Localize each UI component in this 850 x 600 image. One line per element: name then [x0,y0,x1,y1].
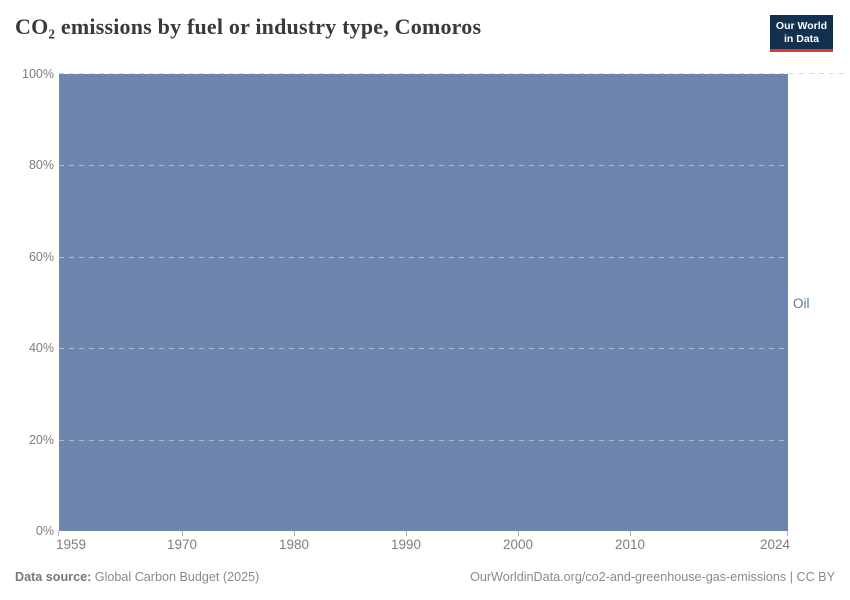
x-tick-2010: 2010 [614,537,646,552]
x-tickmark-2000 [518,531,519,536]
x-tickmark-1959 [58,531,59,536]
y-tick-20: 20% [28,433,54,447]
gridline-80pct [59,165,788,166]
x-tick-2000: 2000 [502,537,534,552]
gridline-60pct [59,257,788,258]
gridline-20pct [59,440,788,441]
data-source-label: Data source: [15,570,92,584]
x-tickmark-2024 [787,531,788,536]
series-label-oil: Oil [793,296,810,311]
y-tick-100: 100% [22,67,54,81]
x-tickmark-1980 [294,531,295,536]
chart-title: CO₂ emissions by fuel or industry type, … [15,14,482,39]
owid-logo-line2: in Data [783,32,819,45]
owid-logo[interactable]: Our World in Data [770,15,833,52]
y-tick-0: 0% [35,524,54,538]
gridline-40pct [59,348,788,349]
x-tick-1959: 1959 [55,537,87,552]
y-tick-40: 40% [28,341,54,355]
x-tick-1980: 1980 [278,537,310,552]
x-tickmark-1970 [182,531,183,536]
data-source-value: Global Carbon Budget (2025) [91,570,260,584]
gridline-100pct [59,73,845,74]
y-tick-60: 60% [28,250,54,264]
chart-footer: Data source: Global Carbon Budget (2025)… [15,569,835,585]
attribution-link[interactable]: OurWorldinData.org/co2-and-greenhouse-ga… [470,570,835,584]
x-tickmark-2010 [630,531,631,536]
data-source-note: Data source: Global Carbon Budget (2025) [15,569,259,585]
y-tick-80: 80% [28,158,54,172]
owid-logo-line1: Our World [775,20,828,32]
x-tickmark-1990 [406,531,407,536]
x-tick-2024: 2024 [759,537,791,552]
x-tick-1990: 1990 [390,537,422,552]
x-tick-1970: 1970 [166,537,198,552]
plot-area-oil-series[interactable] [59,74,788,531]
